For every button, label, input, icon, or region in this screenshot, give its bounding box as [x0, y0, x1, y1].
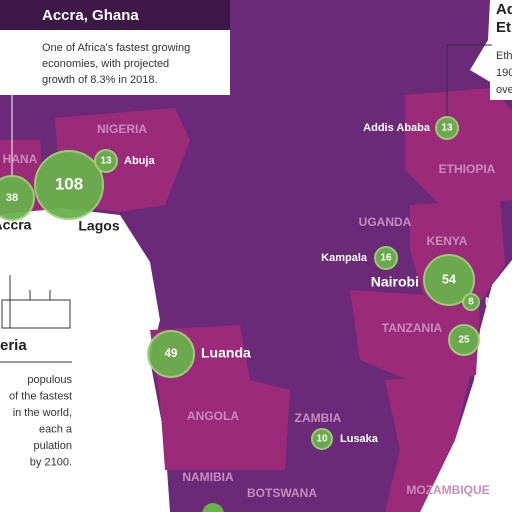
- city-value: 108: [55, 174, 83, 193]
- country-label: MOZAMBIQUE: [406, 483, 489, 497]
- country-label: HANA: [3, 152, 38, 166]
- city-name: Nairobi: [371, 274, 419, 290]
- right-title: Ad: [496, 1, 512, 18]
- city-circle: [374, 246, 398, 270]
- city-value: 38: [6, 192, 18, 204]
- city-circle: [448, 324, 480, 356]
- left-line: populous: [27, 374, 72, 386]
- country-label: KENYA: [427, 234, 468, 248]
- city-circle: [423, 254, 475, 306]
- landmark-icon: [1, 275, 71, 329]
- left-lines: populous of the fastest in the world, each …: [9, 374, 73, 469]
- country-label: BOTSWANA: [247, 486, 317, 500]
- country-label: NAMIBIA: [182, 470, 234, 484]
- country-label: ANGOLA: [187, 409, 239, 423]
- right-panel: [490, 0, 512, 100]
- city-circle: [94, 149, 118, 173]
- left-title: eria: [0, 337, 27, 354]
- header-line: One of Africa's fastest growing: [42, 42, 190, 54]
- header-line: growth of 8.3% in 2018.: [42, 74, 158, 86]
- city-name: Abuja: [124, 155, 155, 167]
- tanzania-shape: [350, 290, 480, 385]
- country-label: ZAMBIA: [295, 411, 342, 425]
- left-line: each a: [39, 423, 73, 435]
- country-label: TANZANIA: [382, 321, 443, 335]
- city-markers: 38Accra108Lagos13Abuja13Addis Ababa16Kam…: [0, 116, 512, 450]
- ethiopia-shape: [405, 88, 512, 205]
- right-line: 190: [496, 67, 512, 79]
- country-label: UGANDA: [359, 215, 412, 229]
- city-value: 13: [441, 123, 453, 134]
- country-labels: HANA NIGERIA ETHIOPIA UGANDA KENYA TANZANIA AN…: [3, 122, 496, 500]
- city-circle: [34, 150, 104, 220]
- city-name: Lagos: [78, 218, 119, 234]
- city-value: 8: [468, 297, 474, 308]
- right-line: ove: [496, 84, 512, 96]
- city-value: 13: [100, 156, 112, 167]
- city-name: Kampala: [321, 252, 368, 264]
- pointer: [10, 210, 71, 276]
- city-circle: [311, 428, 333, 450]
- city-circle: [435, 116, 459, 140]
- city-name: Luanda: [201, 345, 251, 361]
- city-circle: [0, 175, 35, 221]
- city-value: 10: [316, 434, 328, 445]
- city-circle: [147, 330, 195, 378]
- left-line: of the fastest: [9, 390, 72, 402]
- header-bar: [0, 0, 230, 30]
- left-panel: [0, 330, 75, 480]
- city-name: Addis Ababa: [363, 122, 431, 134]
- left-line: pulation: [33, 440, 72, 452]
- pointer: [446, 44, 492, 117]
- city-value: 16: [380, 253, 392, 264]
- country-label: NIGERIA: [97, 122, 147, 136]
- header-title: Accra, Ghana: [42, 7, 139, 24]
- city-circle: [462, 293, 480, 311]
- mozambique-shape: [385, 375, 470, 512]
- city-name: Mom: [485, 296, 511, 308]
- city-circle: [202, 503, 224, 512]
- right-title: Et: [496, 19, 511, 36]
- city-value: 25: [458, 335, 470, 346]
- country-label: ETHIOPIA: [439, 162, 496, 176]
- city-value: 54: [442, 272, 456, 286]
- left-line: by 2100.: [30, 456, 72, 468]
- header-panel: [0, 30, 230, 95]
- city-name: Accra: [0, 217, 32, 233]
- city-name: Dar e: [485, 334, 512, 346]
- right-line: Eth: [496, 50, 512, 62]
- city-name: Lusaka: [340, 433, 379, 445]
- city-value: 49: [165, 348, 178, 360]
- left-line: in the world,: [13, 407, 72, 419]
- header-line: economies, with projected: [42, 58, 169, 70]
